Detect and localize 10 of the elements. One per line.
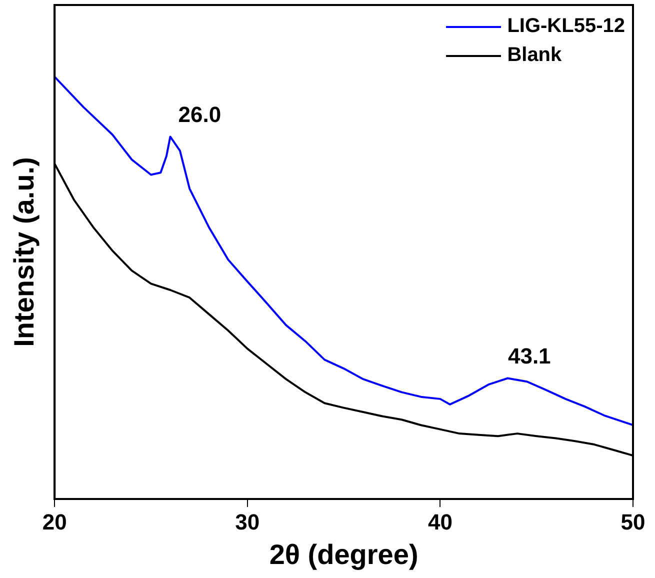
annotation: 26.0 bbox=[178, 102, 222, 127]
annotation: 43.1 bbox=[508, 343, 551, 368]
x-tick-label: 20 bbox=[42, 509, 67, 534]
legend-label: LIG-KL55-12 bbox=[507, 15, 625, 38]
x-tick-label: 30 bbox=[235, 509, 260, 534]
x-tick-label: 50 bbox=[620, 509, 646, 534]
x-axis-title: 2θ (degree) bbox=[269, 538, 418, 570]
y-axis-title: Intensity (a.u.) bbox=[8, 157, 40, 347]
legend-label: Blank bbox=[507, 44, 562, 67]
x-tick-label: 40 bbox=[428, 509, 452, 534]
